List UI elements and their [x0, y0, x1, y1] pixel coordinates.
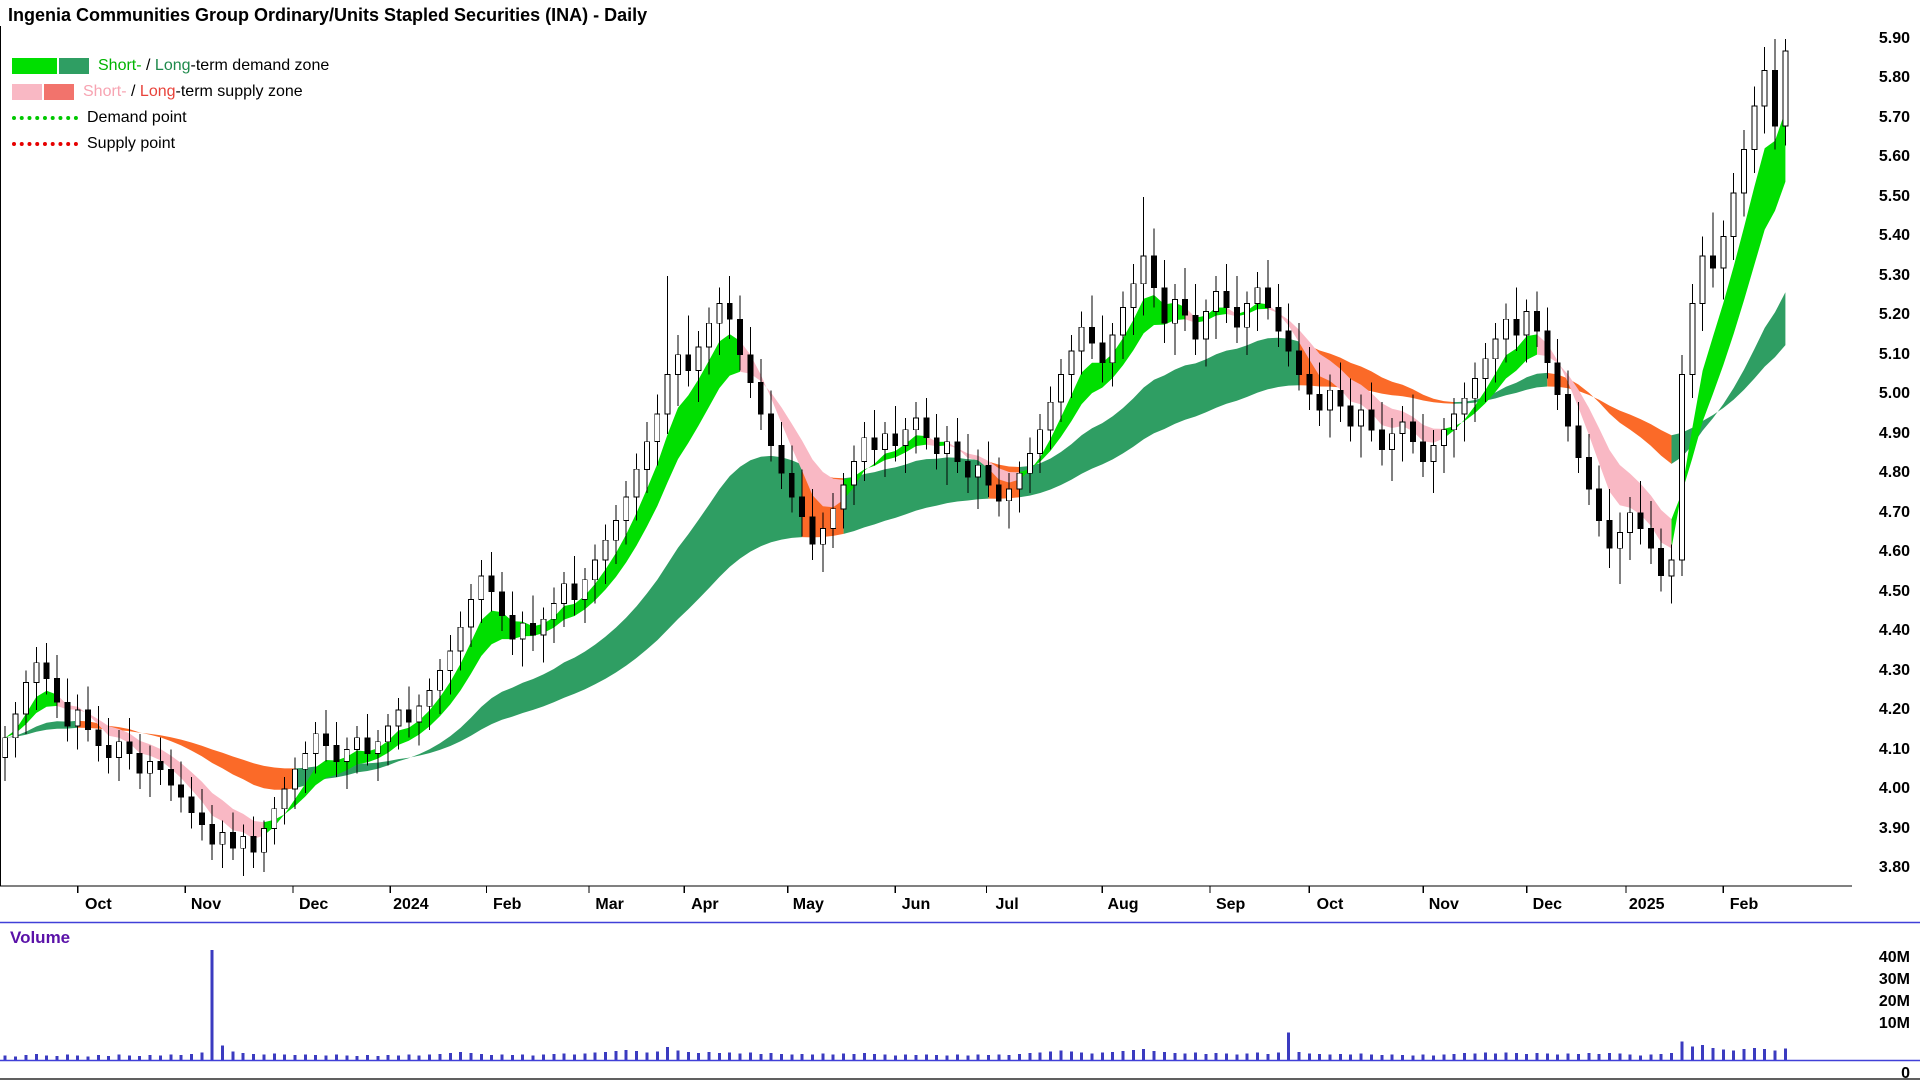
long-demand-swatch	[59, 58, 89, 74]
volume-axis-label: 0	[1901, 1065, 1910, 1080]
volume-bars	[3, 950, 1787, 1060]
price-axis-label: 3.90	[1878, 819, 1910, 837]
volume-pane-title: Volume	[10, 928, 71, 947]
price-axis-label: 3.80	[1878, 858, 1910, 876]
short-supply-swatch	[12, 84, 42, 100]
price-axis-label: 4.50	[1878, 582, 1910, 600]
price-axis-label: 5.50	[1878, 187, 1910, 205]
price-axis-label: 4.20	[1878, 701, 1910, 719]
x-axis-label: Feb	[492, 896, 522, 913]
x-axis-label: Jul	[995, 896, 1019, 913]
candles	[2, 39, 1789, 876]
legend-demand-suffix: -term demand zone	[190, 57, 330, 74]
legend-demand-sep: /	[141, 57, 155, 74]
legend-demand-point: Demand point	[12, 108, 329, 128]
price-axis-label: 5.00	[1878, 385, 1910, 403]
price-axis-label: 4.00	[1878, 780, 1910, 798]
price-axis-label: 4.70	[1878, 503, 1910, 521]
price-axis-label: 4.30	[1878, 661, 1910, 679]
legend-supply-zone-label: Short- / Long-term supply zone	[83, 83, 303, 101]
x-axis-label: Nov	[1428, 896, 1459, 913]
x-axis-label: Sep	[1215, 896, 1246, 913]
legend-demand-short-text: Short-	[98, 57, 142, 74]
legend-supply-point: Supply point	[12, 134, 329, 154]
legend-supply-point-label: Supply point	[87, 135, 176, 152]
x-axis-label: 2025	[1628, 896, 1665, 913]
price-axis-label: 5.80	[1878, 69, 1910, 87]
x-axis-label: Oct	[85, 896, 112, 913]
legend-supply-sep: /	[126, 83, 140, 100]
price-axis-label: 4.60	[1878, 543, 1910, 561]
price-axis-label: 5.30	[1878, 266, 1910, 284]
price-axis-label: 4.80	[1878, 464, 1910, 482]
price-axis-label: 4.90	[1878, 424, 1910, 442]
chart-title: Ingenia Communities Group Ordinary/Units…	[8, 5, 648, 25]
legend-supply-short-text: Short-	[83, 83, 127, 100]
x-axis-label: Feb	[1729, 896, 1759, 913]
legend-supply-zone: Short- / Long-term supply zone	[12, 82, 329, 102]
x-axis-label: Nov	[190, 896, 222, 913]
price-axis-label: 5.40	[1878, 227, 1910, 245]
short-demand-swatch	[12, 58, 57, 74]
supply-point-line-icon	[12, 142, 78, 146]
x-axis-label: Dec	[1532, 896, 1563, 913]
legend-demand-long-text: Long	[154, 57, 191, 74]
volume-axis-label: 10M	[1878, 1015, 1910, 1032]
price-axis-label: 5.60	[1878, 148, 1910, 166]
price-axis-label: 4.40	[1878, 622, 1910, 640]
x-axis-label: Jun	[901, 896, 931, 913]
legend: Short- / Long-term demand zone Short- / …	[12, 56, 329, 160]
price-axis-label: 5.10	[1878, 345, 1910, 363]
x-axis-label: 2024	[393, 896, 429, 913]
long-supply-swatch	[44, 84, 74, 100]
legend-demand-zone-label: Short- / Long-term demand zone	[98, 57, 329, 75]
x-axis	[0, 26, 1852, 893]
x-axis-label: Apr	[691, 896, 719, 913]
volume-axis-label: 20M	[1878, 993, 1910, 1010]
x-axis-label: Mar	[595, 896, 624, 913]
legend-supply-long-text: Long	[139, 83, 176, 100]
price-axis-label: 4.10	[1878, 740, 1910, 758]
price-axis-label: 5.20	[1878, 306, 1910, 324]
legend-demand-zone: Short- / Long-term demand zone	[12, 56, 329, 76]
price-axis-label: 5.70	[1878, 108, 1910, 126]
legend-demand-point-label: Demand point	[87, 109, 187, 126]
legend-supply-suffix: -term supply zone	[175, 83, 303, 100]
x-axis-label: Oct	[1316, 896, 1344, 913]
price-axis-label: 5.90	[1878, 30, 1910, 47]
x-axis-label: Dec	[298, 896, 329, 913]
x-axis-label: May	[792, 896, 824, 913]
volume-axis-label: 40M	[1878, 949, 1910, 966]
demand-point-line-icon	[12, 116, 78, 120]
x-axis-label: Aug	[1107, 896, 1139, 913]
volume-axis-label: 30M	[1878, 971, 1910, 988]
